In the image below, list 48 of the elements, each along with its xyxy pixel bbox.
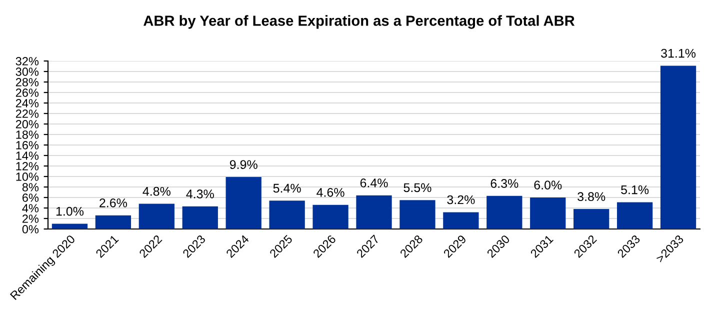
bar <box>269 200 305 229</box>
y-tick-label: 6% <box>22 194 39 202</box>
data-label: 6.4% <box>360 178 388 188</box>
bar <box>616 202 653 229</box>
bar <box>486 196 522 229</box>
y-tick-label: 8% <box>22 183 39 192</box>
y-tick-label: 26% <box>16 88 39 97</box>
data-label: 6.3% <box>490 179 518 188</box>
y-tick-label: 0% <box>22 225 39 234</box>
bar <box>95 215 132 229</box>
data-label: 4.6% <box>316 188 344 197</box>
data-label: 3.8% <box>578 192 606 202</box>
bar <box>312 204 348 229</box>
y-tick-label: 28% <box>16 78 39 86</box>
y-tick-label: 24% <box>16 99 39 108</box>
y-tick-label: 16% <box>16 141 39 150</box>
y-tick-label: 12% <box>16 162 39 170</box>
y-tick-label: 18% <box>16 130 39 139</box>
data-label: 31.1% <box>661 48 696 58</box>
bar <box>530 198 566 229</box>
bar <box>574 209 610 229</box>
y-tick-label: 2% <box>22 214 39 223</box>
data-label: 4.8% <box>142 186 170 196</box>
data-label: 2.6% <box>100 198 127 208</box>
bar <box>226 177 262 229</box>
y-tick-label: 30% <box>16 68 39 76</box>
y-tick-label: 32% <box>16 57 39 66</box>
data-label: 6.0% <box>534 180 562 190</box>
bar <box>660 66 696 229</box>
bar <box>52 224 88 229</box>
data-label: 5.5% <box>404 183 432 192</box>
data-label: 1.0% <box>56 206 84 216</box>
chart-title: ABR by Year of Lease Expiration as a Percentage of Total ABR <box>144 15 575 29</box>
y-tick-label: 10% <box>16 172 39 181</box>
y-tick-label: 22% <box>16 110 39 118</box>
data-label: 9.9% <box>230 160 258 169</box>
bar <box>182 206 218 229</box>
bar <box>356 195 392 229</box>
y-tick-label: 4% <box>22 204 39 212</box>
y-tick-label: 20% <box>16 120 39 128</box>
y-tick-label: 14% <box>16 152 39 160</box>
data-label: 5.4% <box>273 184 301 193</box>
data-label: 5.1% <box>621 185 649 194</box>
data-label: 3.2% <box>447 195 475 204</box>
data-label: 4.3% <box>186 190 214 198</box>
bar <box>138 204 174 229</box>
bar <box>443 212 479 229</box>
bar <box>400 200 436 229</box>
